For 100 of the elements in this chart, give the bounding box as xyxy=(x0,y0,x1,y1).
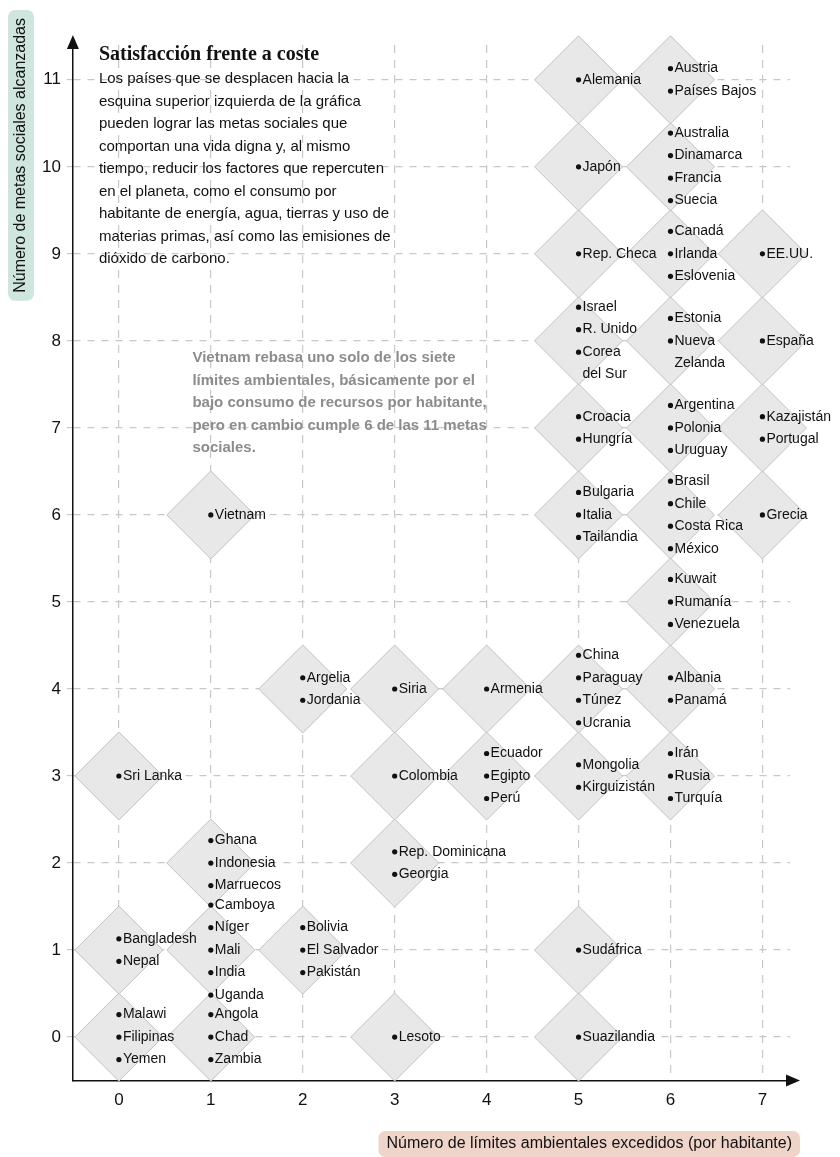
annotation: Egipto xyxy=(490,766,531,783)
y-tick-label: 1 xyxy=(51,939,61,959)
x-axis-title: Número de límites ambientales excedidos (por habitante) xyxy=(386,1134,793,1152)
annotation: Rusia xyxy=(674,766,711,783)
annotation: Malawi xyxy=(122,1005,167,1022)
annotation: Kazajistán xyxy=(766,407,832,424)
annotation: Bangladesh xyxy=(122,929,197,946)
annotation: Jordania xyxy=(306,691,361,708)
annotation: Filipinas xyxy=(122,1027,175,1044)
annotation: Francia xyxy=(674,168,722,185)
annotation: Panamá xyxy=(674,691,727,708)
annotation: Angola xyxy=(214,1005,259,1022)
annotation: Perú xyxy=(490,789,521,806)
annotation: Suazilandia xyxy=(582,1027,656,1044)
annotation: Sri Lanka xyxy=(122,766,183,783)
annotation: Canadá xyxy=(674,222,724,239)
annotation: R. Unido xyxy=(582,320,638,337)
y-tick-label: 4 xyxy=(51,678,61,698)
annotation: Argelia xyxy=(306,668,351,685)
annotation: Nepal xyxy=(122,952,160,969)
annotation: Nueva Zelanda xyxy=(674,331,726,371)
x-tick-label: 7 xyxy=(757,1090,768,1110)
annotation: Rumanía xyxy=(674,592,732,609)
annotation: Uruguay xyxy=(674,441,728,458)
annotation: Japón xyxy=(582,157,621,174)
annotation: Colombia xyxy=(398,766,459,783)
x-tick-label: 1 xyxy=(206,1090,216,1110)
annotation: Zambia xyxy=(214,1050,262,1067)
annotation: EE.UU. xyxy=(766,244,814,261)
annotation: Pakistán xyxy=(306,963,361,980)
annotation: Estonia xyxy=(674,309,722,326)
text: Los países que se desplacen hacia la esquina superior izquierda de la gráfica pueden lograr las metas sociales que comportan una vida digna y, al mismo tiempo, reducir los factores que repercuten en el planeta, como el consumo por habitante de energía, agua, tierras y uso de materias primas, así como las emisiones de dióxido de carbono. xyxy=(98,69,391,267)
annotation: Uganda xyxy=(214,985,265,1002)
annotation: Eslovenia xyxy=(674,267,736,284)
annotation: Rep. Checa xyxy=(582,244,657,261)
y-tick-label: 5 xyxy=(51,591,61,611)
annotation: Tailandia xyxy=(582,528,639,545)
y-tick-label: 10 xyxy=(41,156,61,176)
x-tick-label: 3 xyxy=(389,1090,400,1110)
x-tick-label: 5 xyxy=(573,1090,584,1110)
annotation: Níger xyxy=(214,918,250,935)
y-tick-label: 9 xyxy=(51,243,61,263)
annotation: Sudáfrica xyxy=(582,940,642,957)
annotation: Túnez xyxy=(582,691,622,708)
annotation: China xyxy=(582,646,620,663)
annotation: Vietnam rebasa uno solo de los siete límites ambientales, básicamente por el bajo consumo de recursos por habitante, pero en cambio cumple 6 de las 11 metas sociales. xyxy=(192,348,487,456)
annotation: Alemania xyxy=(582,70,642,87)
y-axis-title: Número de metas sociales alcanzadas xyxy=(11,17,29,293)
annotation: Australia xyxy=(674,123,730,140)
annotation: Marruecos xyxy=(214,876,281,893)
annotation: México xyxy=(674,539,720,556)
annotation: Ecuador xyxy=(490,744,544,761)
annotation: Rep. Dominicana xyxy=(398,842,507,859)
annotation: Costa Rica xyxy=(674,517,744,534)
annotation: Argentina xyxy=(674,396,735,413)
y-tick-label: 0 xyxy=(51,1026,61,1046)
y-tick-label: 8 xyxy=(51,330,61,350)
annotation: Brasil xyxy=(674,472,710,489)
annotation: Armenia xyxy=(490,679,543,696)
y-tick-label: 6 xyxy=(51,504,61,524)
annotation: Irán xyxy=(674,744,699,761)
y-tick-label: 11 xyxy=(43,69,61,89)
annotation: Mali xyxy=(214,940,241,957)
chart-title: Satisfacción frente a coste xyxy=(98,42,320,65)
annotation: España xyxy=(766,331,815,348)
annotation: Venezuela xyxy=(674,615,741,632)
annotation: Turquía xyxy=(674,789,723,806)
y-tick-label: 7 xyxy=(51,417,61,437)
annotation: Camboya xyxy=(214,895,275,912)
annotation: Mongolia xyxy=(582,755,640,772)
x-tick-label: 6 xyxy=(665,1090,676,1110)
y-tick-label: 2 xyxy=(51,852,61,872)
annotation: Bolivia xyxy=(306,918,349,935)
annotation: Ghana xyxy=(214,831,258,848)
annotation: Portugal xyxy=(766,430,819,447)
annotation: Suecia xyxy=(674,191,718,208)
annotation: Yemen xyxy=(122,1050,166,1067)
y-tick-label: 3 xyxy=(51,765,61,785)
x-tick-label: 0 xyxy=(114,1090,124,1110)
annotation: Irlanda xyxy=(674,244,718,261)
annotation: Vietnam xyxy=(214,505,266,522)
annotation: Polonia xyxy=(674,418,722,435)
annotation: Corea del Sur xyxy=(582,343,628,382)
annotation: Austria xyxy=(674,59,719,76)
annotation: Israel xyxy=(582,298,617,314)
annotation: Kirguizistán xyxy=(582,778,655,795)
annotation: Países Bajos xyxy=(674,81,757,98)
annotation: Siria xyxy=(398,679,427,696)
annotation: Indonesia xyxy=(214,853,276,870)
annotation: Hungría xyxy=(582,430,633,447)
annotation: Ucrania xyxy=(582,713,632,730)
annotation: Dinamarca xyxy=(674,146,743,163)
annotation: Paraguay xyxy=(582,668,643,685)
annotation: Grecia xyxy=(766,505,808,522)
annotation: Italia xyxy=(582,505,613,522)
annotation: Kuwait xyxy=(674,570,717,587)
annotation: Bulgaria xyxy=(582,483,635,500)
annotation: Georgia xyxy=(398,865,449,882)
annotation: Lesoto xyxy=(398,1027,441,1044)
x-tick-label: 2 xyxy=(298,1090,308,1110)
